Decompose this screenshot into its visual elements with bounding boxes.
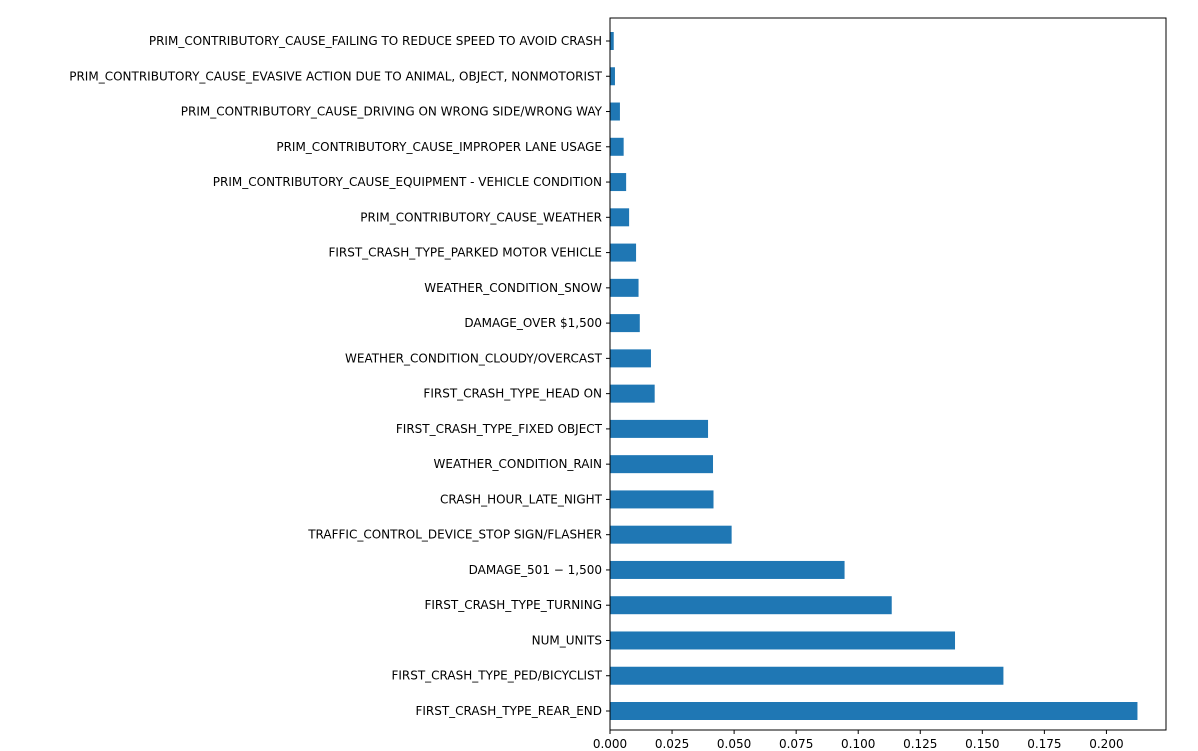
y-tick-label: CRASH_HOUR_LATE_NIGHT: [440, 492, 603, 506]
y-tick-label: PRIM_CONTRIBUTORY_CAUSE_FAILING TO REDUC…: [149, 34, 602, 48]
y-tick-label: WEATHER_CONDITION_RAIN: [434, 457, 602, 471]
bar: [610, 137, 624, 156]
y-tick-label: FIRST_CRASH_TYPE_HEAD ON: [423, 387, 602, 401]
bar: [610, 419, 709, 438]
y-tick-label: PRIM_CONTRIBUTORY_CAUSE_DRIVING ON WRONG…: [181, 105, 603, 119]
y-tick-label: WEATHER_CONDITION_CLOUDY/OVERCAST: [345, 351, 603, 365]
y-tick-label: PRIM_CONTRIBUTORY_CAUSE_EQUIPMENT - VEHI…: [213, 175, 602, 189]
bar: [610, 314, 640, 333]
y-tick-label: FIRST_CRASH_TYPE_PARKED MOTOR VEHICLE: [328, 246, 602, 260]
bar: [610, 32, 614, 50]
bar: [610, 455, 714, 474]
x-tick-label: 0.200: [1089, 737, 1123, 751]
y-tick-label: DAMAGE_OVER $1,500: [464, 316, 602, 330]
x-tick-label: 0.025: [655, 737, 689, 751]
bar: [610, 173, 627, 192]
bar: [610, 278, 639, 297]
y-tick-label: PRIM_CONTRIBUTORY_CAUSE_EVASIVE ACTION D…: [69, 69, 602, 83]
y-tick-label: TRAFFIC_CONTROL_DEVICE_STOP SIGN/FLASHER: [307, 528, 602, 542]
x-ticks: 0.000 0.025 0.050 0.075 0.100 0.125 0.150 0.175…: [593, 730, 1124, 751]
x-tick-label: 0.175: [1027, 737, 1061, 751]
y-tick-label: PRIM_CONTRIBUTORY_CAUSE_IMPROPER LANE US…: [276, 140, 602, 154]
y-tick-label: DAMAGE_501 − 1,500: [469, 563, 602, 577]
y-tick-label: FIRST_CRASH_TYPE_TURNING: [424, 598, 602, 612]
x-tick-label: 0.050: [717, 737, 751, 751]
bar: [610, 560, 845, 579]
bar: [610, 490, 714, 509]
bar: [610, 349, 651, 368]
bar: [610, 631, 956, 650]
bar: [610, 596, 892, 615]
bar: [610, 208, 630, 227]
x-tick-label: 0.000: [593, 737, 627, 751]
x-tick-label: 0.100: [841, 737, 875, 751]
plot-frame: [609, 17, 1167, 731]
y-tick-label: FIRST_CRASH_TYPE_REAR_END: [415, 704, 602, 718]
x-tick-label: 0.125: [903, 737, 937, 751]
bar: [610, 384, 655, 403]
y-tick-label: WEATHER_CONDITION_SNOW: [424, 281, 602, 295]
bar: [610, 666, 1004, 685]
y-tick-label: FIRST_CRASH_TYPE_PED/BICYCLIST: [391, 669, 602, 683]
bar: [610, 702, 1138, 720]
y-tick-labels: PRIM_CONTRIBUTORY_CAUSE_FAILING TO REDUC…: [69, 34, 610, 718]
y-tick-label: PRIM_CONTRIBUTORY_CAUSE_WEATHER: [360, 210, 602, 224]
x-tick-label: 0.150: [965, 737, 999, 751]
bar: [610, 243, 637, 262]
bar: [610, 102, 620, 121]
y-tick-label: FIRST_CRASH_TYPE_FIXED OBJECT: [396, 422, 603, 436]
y-tick-label: NUM_UNITS: [532, 633, 602, 647]
bar: [610, 67, 615, 86]
x-tick-label: 0.075: [779, 737, 813, 751]
bars-group: [610, 32, 1138, 720]
bar: [610, 525, 732, 544]
